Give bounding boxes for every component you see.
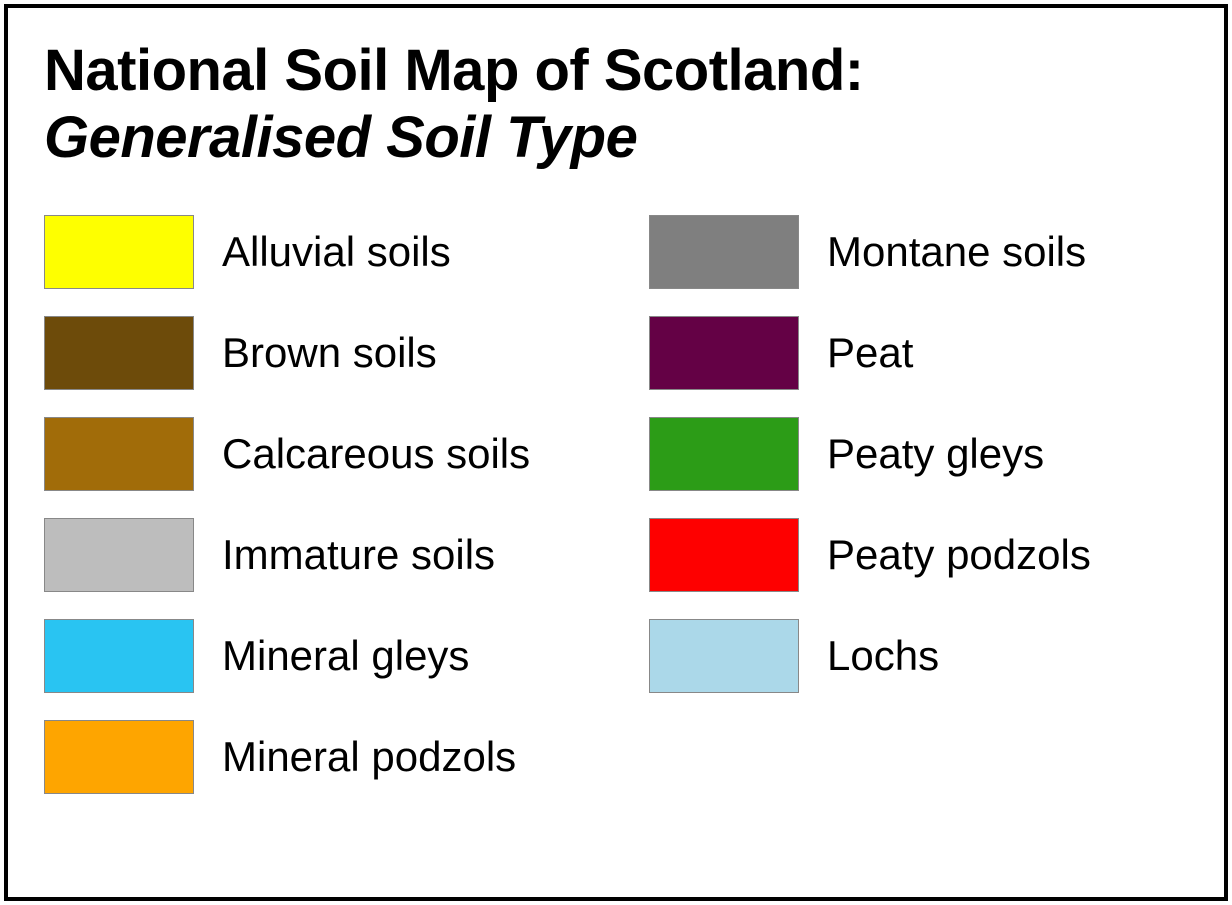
label-peaty-podzols: Peaty podzols bbox=[827, 531, 1091, 579]
label-montane-soils: Montane soils bbox=[827, 228, 1086, 276]
label-lochs: Lochs bbox=[827, 632, 939, 680]
title-line-1: National Soil Map of Scotland: bbox=[44, 38, 1188, 105]
swatch-brown-soils bbox=[44, 316, 194, 390]
label-mineral-gleys: Mineral gleys bbox=[222, 632, 469, 680]
legend-item-mineral-podzols: Mineral podzols bbox=[44, 720, 629, 794]
swatch-immature-soils bbox=[44, 518, 194, 592]
legend-item-peaty-gleys: Peaty gleys bbox=[649, 417, 1188, 491]
legend-item-brown-soils: Brown soils bbox=[44, 316, 629, 390]
label-brown-soils: Brown soils bbox=[222, 329, 437, 377]
legend-item-montane-soils: Montane soils bbox=[649, 215, 1188, 289]
swatch-montane-soils bbox=[649, 215, 799, 289]
legend-item-alluvial-soils: Alluvial soils bbox=[44, 215, 629, 289]
legend-column-left: Alluvial soils Brown soils Calcareous so… bbox=[44, 215, 629, 794]
legend-item-mineral-gleys: Mineral gleys bbox=[44, 619, 629, 693]
swatch-peaty-podzols bbox=[649, 518, 799, 592]
legend-item-immature-soils: Immature soils bbox=[44, 518, 629, 592]
swatch-mineral-podzols bbox=[44, 720, 194, 794]
legend-item-peaty-podzols: Peaty podzols bbox=[649, 518, 1188, 592]
swatch-calcareous-soils bbox=[44, 417, 194, 491]
legend-item-calcareous-soils: Calcareous soils bbox=[44, 417, 629, 491]
legend-item-lochs: Lochs bbox=[649, 619, 1188, 693]
legend-columns: Alluvial soils Brown soils Calcareous so… bbox=[44, 215, 1188, 794]
label-peat: Peat bbox=[827, 329, 913, 377]
legend-column-right: Montane soils Peat Peaty gleys Peaty pod… bbox=[649, 215, 1188, 794]
swatch-mineral-gleys bbox=[44, 619, 194, 693]
label-peaty-gleys: Peaty gleys bbox=[827, 430, 1044, 478]
legend-container: National Soil Map of Scotland: Generalis… bbox=[4, 4, 1228, 901]
swatch-lochs bbox=[649, 619, 799, 693]
title-line-2: Generalised Soil Type bbox=[44, 105, 1188, 172]
swatch-peaty-gleys bbox=[649, 417, 799, 491]
swatch-alluvial-soils bbox=[44, 215, 194, 289]
legend-item-peat: Peat bbox=[649, 316, 1188, 390]
label-immature-soils: Immature soils bbox=[222, 531, 495, 579]
label-mineral-podzols: Mineral podzols bbox=[222, 733, 516, 781]
label-calcareous-soils: Calcareous soils bbox=[222, 430, 530, 478]
swatch-peat bbox=[649, 316, 799, 390]
label-alluvial-soils: Alluvial soils bbox=[222, 228, 451, 276]
